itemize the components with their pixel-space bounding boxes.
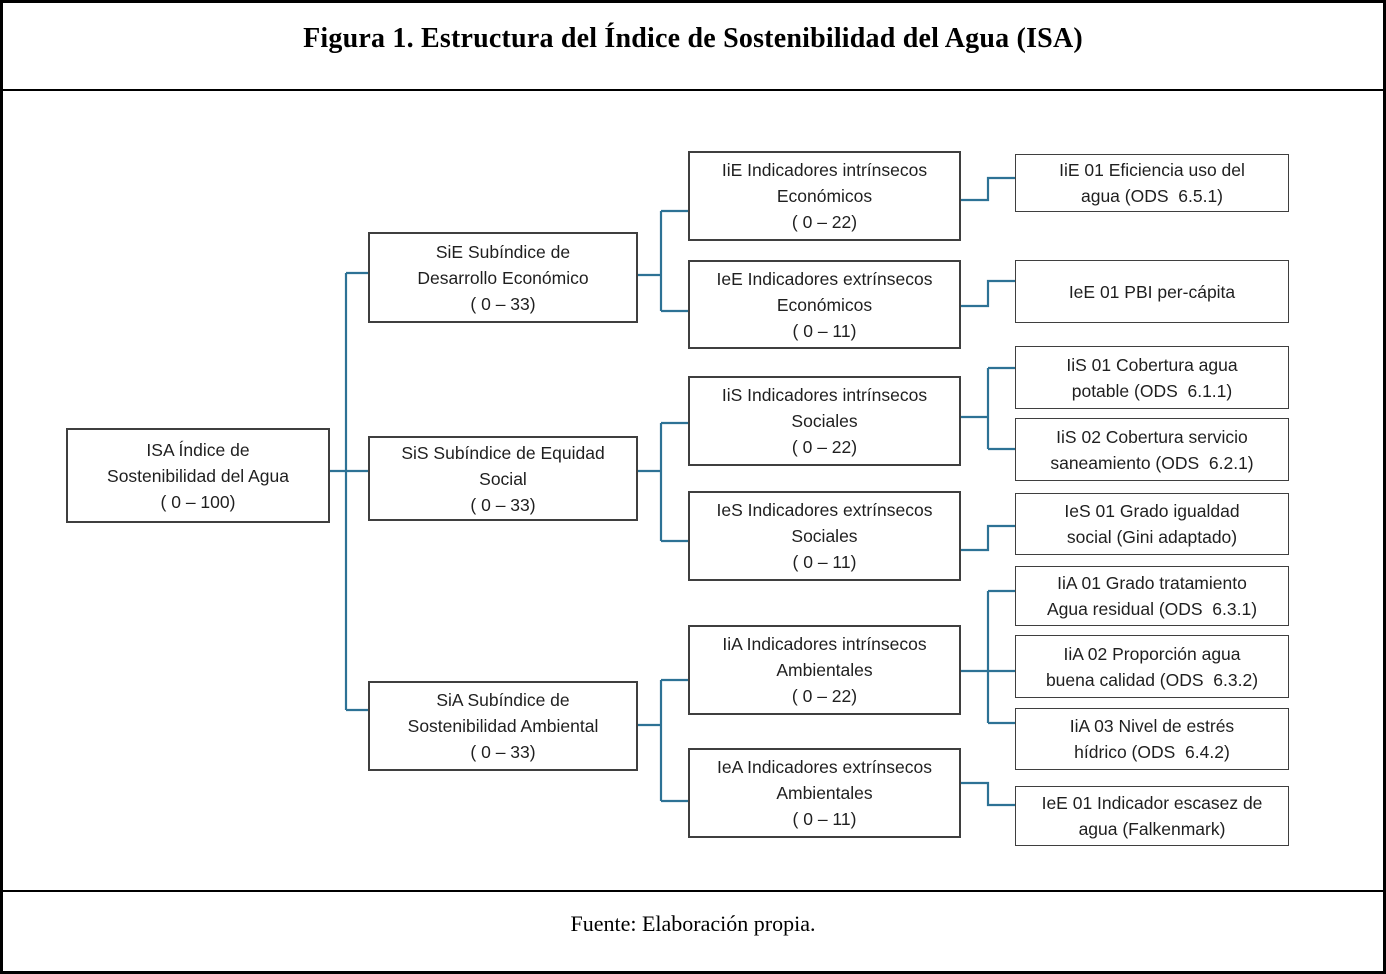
node-indicator-iis01: IiS 01 Cobertura agua potable (ODS 6.1.1… — [1015, 346, 1289, 409]
node-subindex-economico-label: SiE Subíndice de Desarrollo Económico ( … — [417, 241, 589, 314]
node-indicator-iis02: IiS 02 Cobertura servicio saneamiento (O… — [1015, 418, 1289, 481]
node-indicator-iee01: IeE 01 PBI per-cápita — [1015, 260, 1289, 323]
node-subindex-social-label: SiS Subíndice de Equidad Social ( 0 – 33… — [401, 442, 605, 515]
node-indicator-iia03: IiA 03 Nivel de estrés hídrico (ODS 6.4.… — [1015, 708, 1289, 770]
node-group-iie: IiE Indicadores intrínsecos Económicos (… — [688, 151, 961, 241]
node-indicator-iia02: IiA 02 Proporción agua buena calidad (OD… — [1015, 635, 1289, 698]
connector-sie-to-groups — [638, 209, 688, 313]
connector-iee-to-leaf — [961, 279, 1015, 308]
node-isa-root: ISA Índice de Sostenibilidad del Agua ( … — [66, 428, 330, 523]
node-indicator-iis01-label: IiS 01 Cobertura agua potable (ODS 6.1.1… — [1066, 354, 1238, 401]
node-indicator-iia03-label: IiA 03 Nivel de estrés hídrico (ODS 6.4.… — [1069, 716, 1235, 762]
figure-title: Figura 1. Estructura del Índice de Soste… — [303, 23, 1083, 54]
node-indicator-iea01-label: IeE 01 Indicador escasez de agua (Falken… — [1041, 793, 1263, 839]
node-group-iea: IeA Indicadores extrínsecos Ambientales … — [688, 748, 961, 838]
node-subindex-economico: SiE Subíndice de Desarrollo Económico ( … — [368, 232, 638, 323]
connector-iie-to-leaf — [961, 176, 1015, 202]
node-indicator-ies01-label: IeS 01 Grado igualdad social (Gini adapt… — [1064, 501, 1240, 547]
node-indicator-iie01: IiE 01 Eficiencia uso del agua (ODS 6.5.… — [1015, 154, 1289, 212]
connector-sis-to-groups — [638, 421, 688, 543]
node-subindex-ambiental-label: SiA Subíndice de Sostenibilidad Ambienta… — [407, 690, 599, 762]
node-indicator-iis02-label: IiS 02 Cobertura servicio saneamiento (O… — [1050, 426, 1254, 473]
connector-root-to-subindices — [330, 271, 368, 712]
node-indicator-iia02-label: IiA 02 Proporción agua buena calidad (OD… — [1045, 643, 1259, 690]
source-note: Fuente: Elaboración propia. — [570, 911, 816, 936]
node-group-iea-label: IeA Indicadores extrínsecos Ambientales … — [717, 757, 932, 829]
node-indicator-iie01-label: IiE 01 Eficiencia uso del agua (ODS 6.5.… — [1059, 160, 1245, 206]
node-group-iis-label: IiS Indicadores intrínsecos Sociales ( 0… — [721, 385, 928, 457]
node-group-ies-label: IeS Indicadores extrínsecos Sociales ( 0… — [716, 500, 933, 572]
node-indicator-iea01: IeE 01 Indicador escasez de agua (Falken… — [1015, 786, 1289, 846]
node-group-iee-label: IeE Indicadores extrínsecos Económicos (… — [716, 268, 933, 341]
connector-ies-to-leaf — [961, 524, 1015, 552]
node-isa-root-label: ISA Índice de Sostenibilidad del Agua ( … — [107, 439, 289, 512]
node-group-iia: IiA Indicadores intrínsecos Ambientales … — [688, 625, 961, 715]
node-subindex-social: SiS Subíndice de Equidad Social ( 0 – 33… — [368, 436, 638, 521]
node-indicator-iia01: IiA 01 Grado tratamiento Agua residual (… — [1015, 566, 1289, 626]
node-group-ies: IeS Indicadores extrínsecos Sociales ( 0… — [688, 491, 961, 581]
connector-iea-to-leaf — [961, 781, 1015, 807]
connector-iis-to-leaves — [961, 366, 1015, 451]
connector-sia-to-groups — [638, 678, 688, 803]
node-subindex-ambiental: SiA Subíndice de Sostenibilidad Ambienta… — [368, 681, 638, 771]
node-group-iee: IeE Indicadores extrínsecos Económicos (… — [688, 260, 961, 349]
node-indicator-iia01-label: IiA 01 Grado tratamiento Agua residual (… — [1046, 573, 1258, 619]
tree-connector-lines — [330, 176, 1015, 807]
connector-iia-to-leaves — [961, 589, 1015, 725]
title-divider-rule — [3, 89, 1383, 91]
node-group-iia-label: IiA Indicadores intrínsecos Ambientales … — [722, 634, 927, 706]
node-group-iie-label: IiE Indicadores intrínsecos Económicos (… — [721, 160, 928, 232]
node-group-iis: IiS Indicadores intrínsecos Sociales ( 0… — [688, 376, 961, 466]
node-indicator-iee01-label: IeE 01 PBI per-cápita — [1068, 281, 1236, 302]
node-indicator-ies01: IeS 01 Grado igualdad social (Gini adapt… — [1015, 493, 1289, 555]
source-divider-rule — [3, 890, 1383, 892]
